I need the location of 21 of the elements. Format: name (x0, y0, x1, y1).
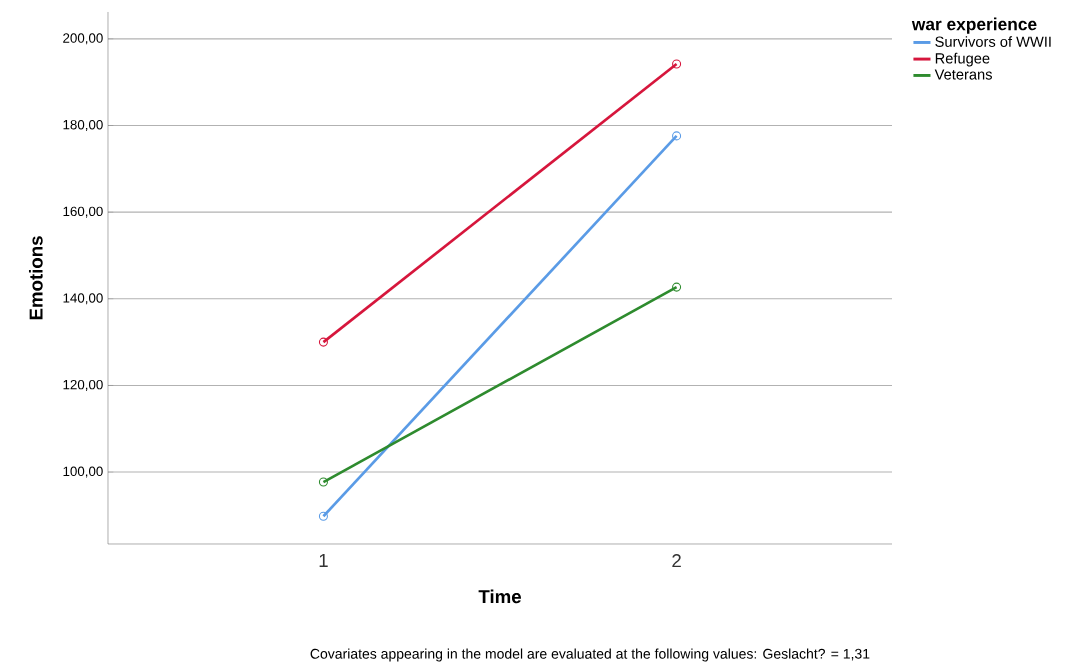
legend-title: war experience (911, 17, 1037, 34)
point (672, 131, 682, 141)
x-tick-label: 2 (672, 554, 681, 568)
point (318, 337, 328, 347)
y-tick-label: 100,00 (63, 466, 103, 478)
y-axis-title: Emotions (28, 236, 43, 320)
point (318, 477, 328, 487)
point (672, 59, 682, 69)
y-tick-label: 120,00 (63, 379, 103, 391)
y-tick-label: 140,00 (63, 293, 103, 305)
point (318, 511, 328, 521)
text: Covariates appearing in the model are evaluated at the following values: Geslacht? = 1,31 (310, 648, 870, 662)
legend-label: Refugee (935, 52, 990, 67)
point (672, 282, 682, 292)
x-tick-label: 1 (319, 554, 328, 567)
y-tick-label: 200,00 (63, 33, 103, 45)
y-tick-label: 160,00 (63, 206, 103, 218)
x-axis-title: Time (478, 589, 521, 604)
legend-label: Veterans (934, 69, 992, 80)
legend-label: Survivors of WWII (935, 36, 1051, 47)
y-tick-label: 180,00 (63, 120, 103, 132)
